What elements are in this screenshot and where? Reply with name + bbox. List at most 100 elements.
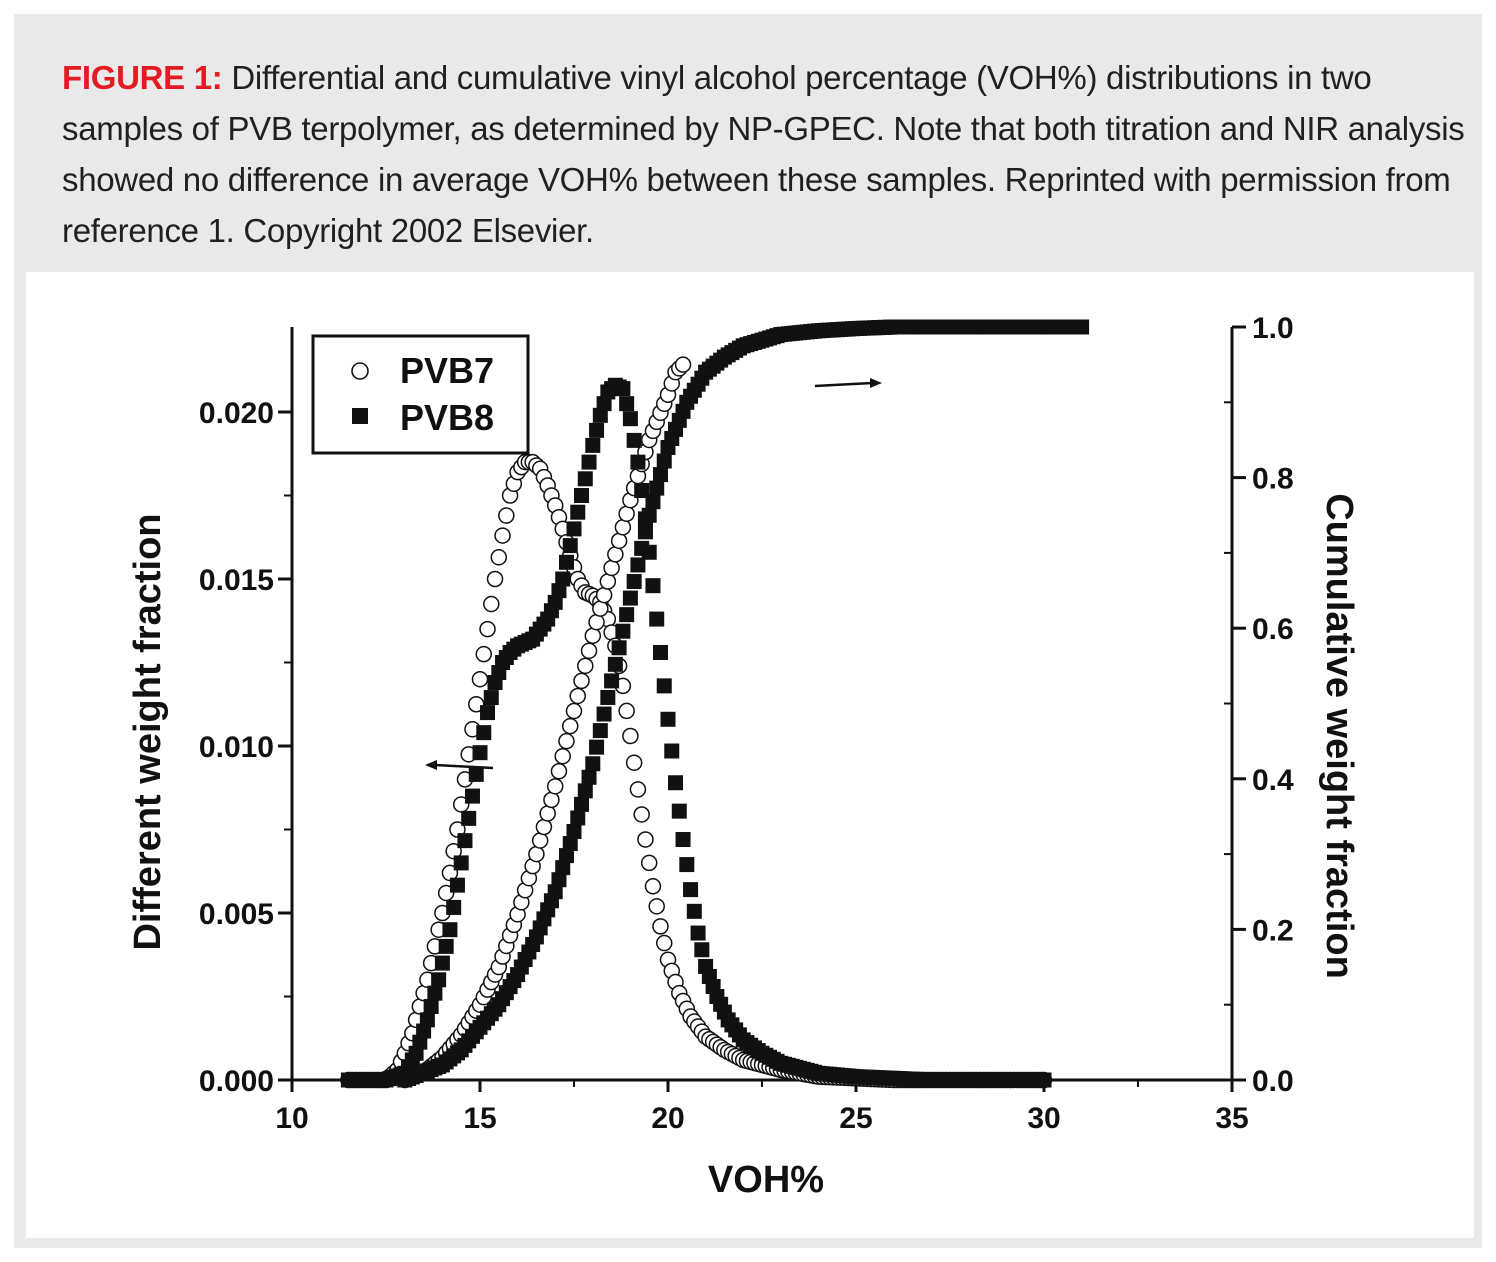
pvb7-cumulative-point <box>531 832 549 849</box>
pvb7-differential-point <box>467 696 485 713</box>
pvb8-cumulative-point <box>1074 319 1090 335</box>
pvb7-differential-point <box>655 934 673 952</box>
pvb8-differential-point <box>622 411 638 427</box>
pvb8-differential-point <box>551 583 567 599</box>
pvb8-differential-point <box>442 922 458 938</box>
pvb8-differential-point <box>457 833 473 849</box>
pvb8-cumulative-point <box>551 872 567 888</box>
y-left-tick-label: 0.015 <box>199 564 274 597</box>
figure-label: FIGURE 1: <box>62 59 223 96</box>
pvb7-cumulative-point <box>565 702 583 720</box>
pvb8-differential-point <box>438 938 454 954</box>
pvb8-cumulative-point <box>626 574 642 590</box>
pvb8-differential-point <box>446 899 462 915</box>
pvb7-cumulative-point <box>561 717 579 735</box>
pvb7-differential-point <box>637 831 654 848</box>
pvb8-differential-point <box>547 594 563 610</box>
pvb8-cumulative-point <box>634 540 650 556</box>
pvb7-cumulative-point <box>535 818 553 836</box>
pvb8-cumulative-point <box>547 884 563 900</box>
pvb8-differential-point <box>645 578 661 594</box>
pvb7-differential-point <box>471 670 489 688</box>
y-left-tick-label: 0.005 <box>199 898 274 931</box>
pvb7-differential-point <box>640 854 658 872</box>
pvb8-differential-point <box>671 803 687 819</box>
pvb8-differential-point <box>686 903 702 919</box>
x-tick-label: 25 <box>839 1102 872 1135</box>
x-axis-label: VOH% <box>708 1159 824 1201</box>
pvb8-differential-point <box>630 454 646 470</box>
pvb8-differential-point <box>581 454 597 470</box>
pvb8-differential-point <box>656 678 672 694</box>
x-tick-label: 20 <box>651 1102 684 1135</box>
data-marks <box>340 319 1090 1089</box>
pvb8-differential-point <box>472 745 488 761</box>
y-right-tick-label: 1.0 <box>1252 312 1294 345</box>
pvb8-cumulative-point <box>585 756 601 772</box>
right-axis-arrow <box>814 381 873 388</box>
pvb7-differential-point <box>652 918 669 935</box>
pvb7-cumulative-point <box>595 586 613 604</box>
right-axis-arrowhead <box>870 378 882 388</box>
pvb7-cumulative-point <box>588 613 605 631</box>
pvb7-differential-point <box>475 645 493 663</box>
pvb8-differential-point <box>483 690 499 706</box>
pvb8-differential-point <box>453 855 469 871</box>
pvb8-cumulative-point <box>607 656 623 672</box>
pvb8-cumulative-point <box>652 467 668 483</box>
pvb8-differential-point <box>589 422 605 438</box>
y-left-tick-label: 0.000 <box>199 1065 274 1098</box>
pvb7-differential-point <box>622 727 639 745</box>
pvb8-differential-point <box>555 571 571 587</box>
pvb8-cumulative-point <box>566 824 582 840</box>
pvb8-differential-point <box>419 1012 435 1028</box>
pvb7-differential-point <box>629 781 647 798</box>
legend: PVB7 PVB8 <box>311 334 530 455</box>
pvb8-differential-point <box>619 396 635 412</box>
pvb8-differential-point <box>449 877 465 893</box>
pvb8-cumulative-point <box>604 673 620 689</box>
pvb8-cumulative-point <box>555 860 571 876</box>
legend-marker-pvb8 <box>352 408 368 424</box>
y-right-tick-label: 0.0 <box>1252 1065 1294 1098</box>
pvb8-differential-point <box>1036 1072 1052 1088</box>
pvb7-differential-point <box>618 702 635 720</box>
pvb8-cumulative-point <box>574 796 590 812</box>
pvb8-differential-point <box>427 985 443 1001</box>
pvb8-differential-point <box>431 972 447 988</box>
pvb8-cumulative-point <box>562 836 578 852</box>
pvb8-cumulative-point <box>622 590 638 606</box>
pvb7-differential-point <box>437 884 455 902</box>
pvb7-differential-point <box>644 878 662 895</box>
pvb7-differential-point <box>445 842 462 860</box>
legend-box <box>311 334 530 455</box>
pvb8-cumulative-point <box>596 706 612 722</box>
caption-text: Differential and cumulative vinyl alcoho… <box>62 59 1465 249</box>
pvb8-cumulative-point <box>592 723 608 739</box>
x-tick-label: 30 <box>1027 1102 1060 1135</box>
pvb7-cumulative-point <box>543 791 560 809</box>
pvb7-cumulative-point <box>599 573 617 590</box>
pvb8-cumulative-point <box>645 494 661 510</box>
pvb8-differential-point <box>675 832 691 848</box>
pvb7-differential-point <box>441 864 459 882</box>
x-tick-label: 10 <box>275 1102 308 1135</box>
pvb8-differential-point <box>694 942 710 958</box>
pvb7-cumulative-point <box>584 627 602 644</box>
y-axis-left-label: Different weight fraction <box>127 513 169 950</box>
pvb8-cumulative-point <box>570 810 586 826</box>
pvb8-cumulative-point <box>649 480 665 496</box>
figure-caption: FIGURE 1: Differential and cumulative vi… <box>62 52 1482 256</box>
pvb8-differential-point <box>664 743 680 759</box>
pvb8-cumulative-point <box>558 848 574 864</box>
legend-marker-pvb7 <box>351 362 369 380</box>
pvb8-differential-point <box>464 788 480 804</box>
y-right-tick-label: 0.4 <box>1252 764 1294 797</box>
pvb8-cumulative-point <box>637 524 653 540</box>
axis-arrows <box>425 378 882 770</box>
pvb7-cumulative-point <box>610 532 628 550</box>
y-axis-right-label: Cumulative weight fraction <box>1318 493 1360 979</box>
pvb8-cumulative-point <box>641 507 657 523</box>
pvb7-cumulative-point <box>550 763 568 780</box>
